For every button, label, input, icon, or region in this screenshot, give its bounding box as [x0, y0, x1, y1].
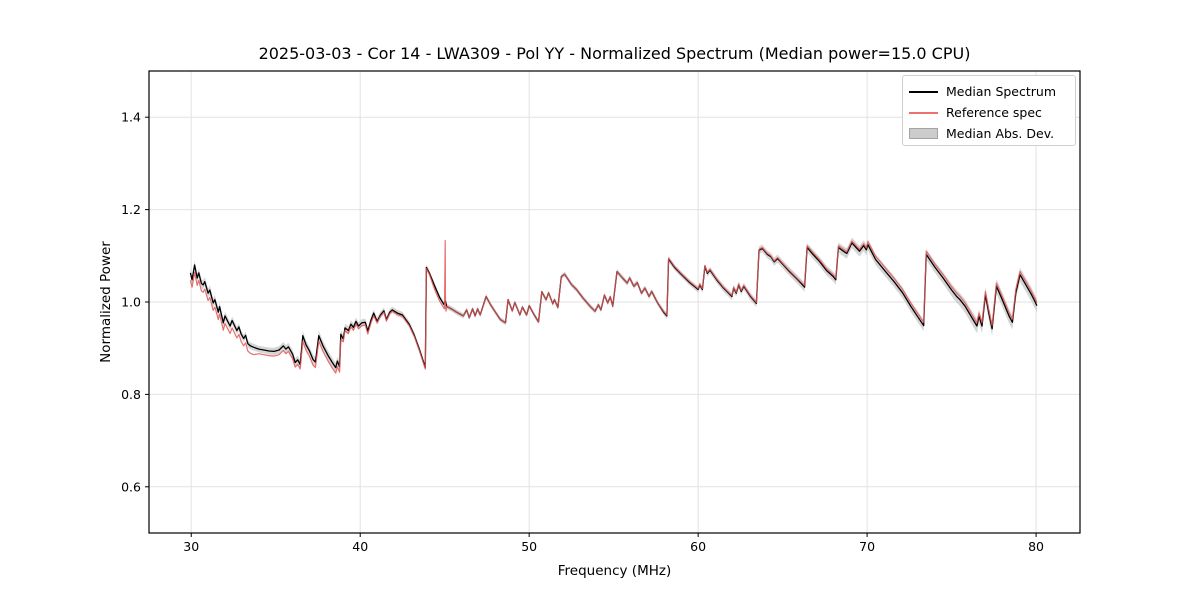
x-axis-label: Frequency (MHz) — [557, 563, 672, 579]
x-tick-label: 40 — [352, 539, 368, 554]
y-tick-label: 0.8 — [121, 387, 141, 402]
legend-item-reference-spec: Reference spec — [909, 102, 1075, 123]
x-tick-label: 30 — [183, 539, 199, 554]
reference-spec-line — [189, 240, 1038, 374]
median-line-sample-icon — [909, 90, 938, 93]
y-tick-label: 1.0 — [121, 295, 141, 310]
legend-label: Median Abs. Dev. — [946, 126, 1055, 141]
x-tick-label: 60 — [690, 539, 706, 554]
x-tick-label: 50 — [521, 539, 537, 554]
legend-item-median-spectrum: Median Spectrum — [909, 81, 1075, 102]
legend-label: Reference spec — [946, 105, 1042, 120]
x-tick-label: 80 — [1028, 539, 1044, 554]
reference-line-sample-icon — [909, 111, 938, 114]
mad-patch-sample-icon — [909, 128, 938, 139]
y-axis-label: Normalized Power — [98, 241, 114, 363]
y-tick-label: 1.2 — [121, 202, 141, 217]
y-tick-label: 0.6 — [121, 479, 141, 494]
legend-item-median-abs-dev: Median Abs. Dev. — [909, 123, 1075, 144]
x-tick-label: 70 — [859, 539, 875, 554]
legend-label: Median Spectrum — [946, 84, 1057, 99]
legend: Median Spectrum Reference spec Median Ab… — [902, 75, 1076, 146]
mad-band — [190, 237, 1037, 373]
chart-title: 2025-03-03 - Cor 14 - LWA309 - Pol YY - … — [258, 44, 971, 63]
y-tick-label: 1.4 — [121, 110, 141, 125]
